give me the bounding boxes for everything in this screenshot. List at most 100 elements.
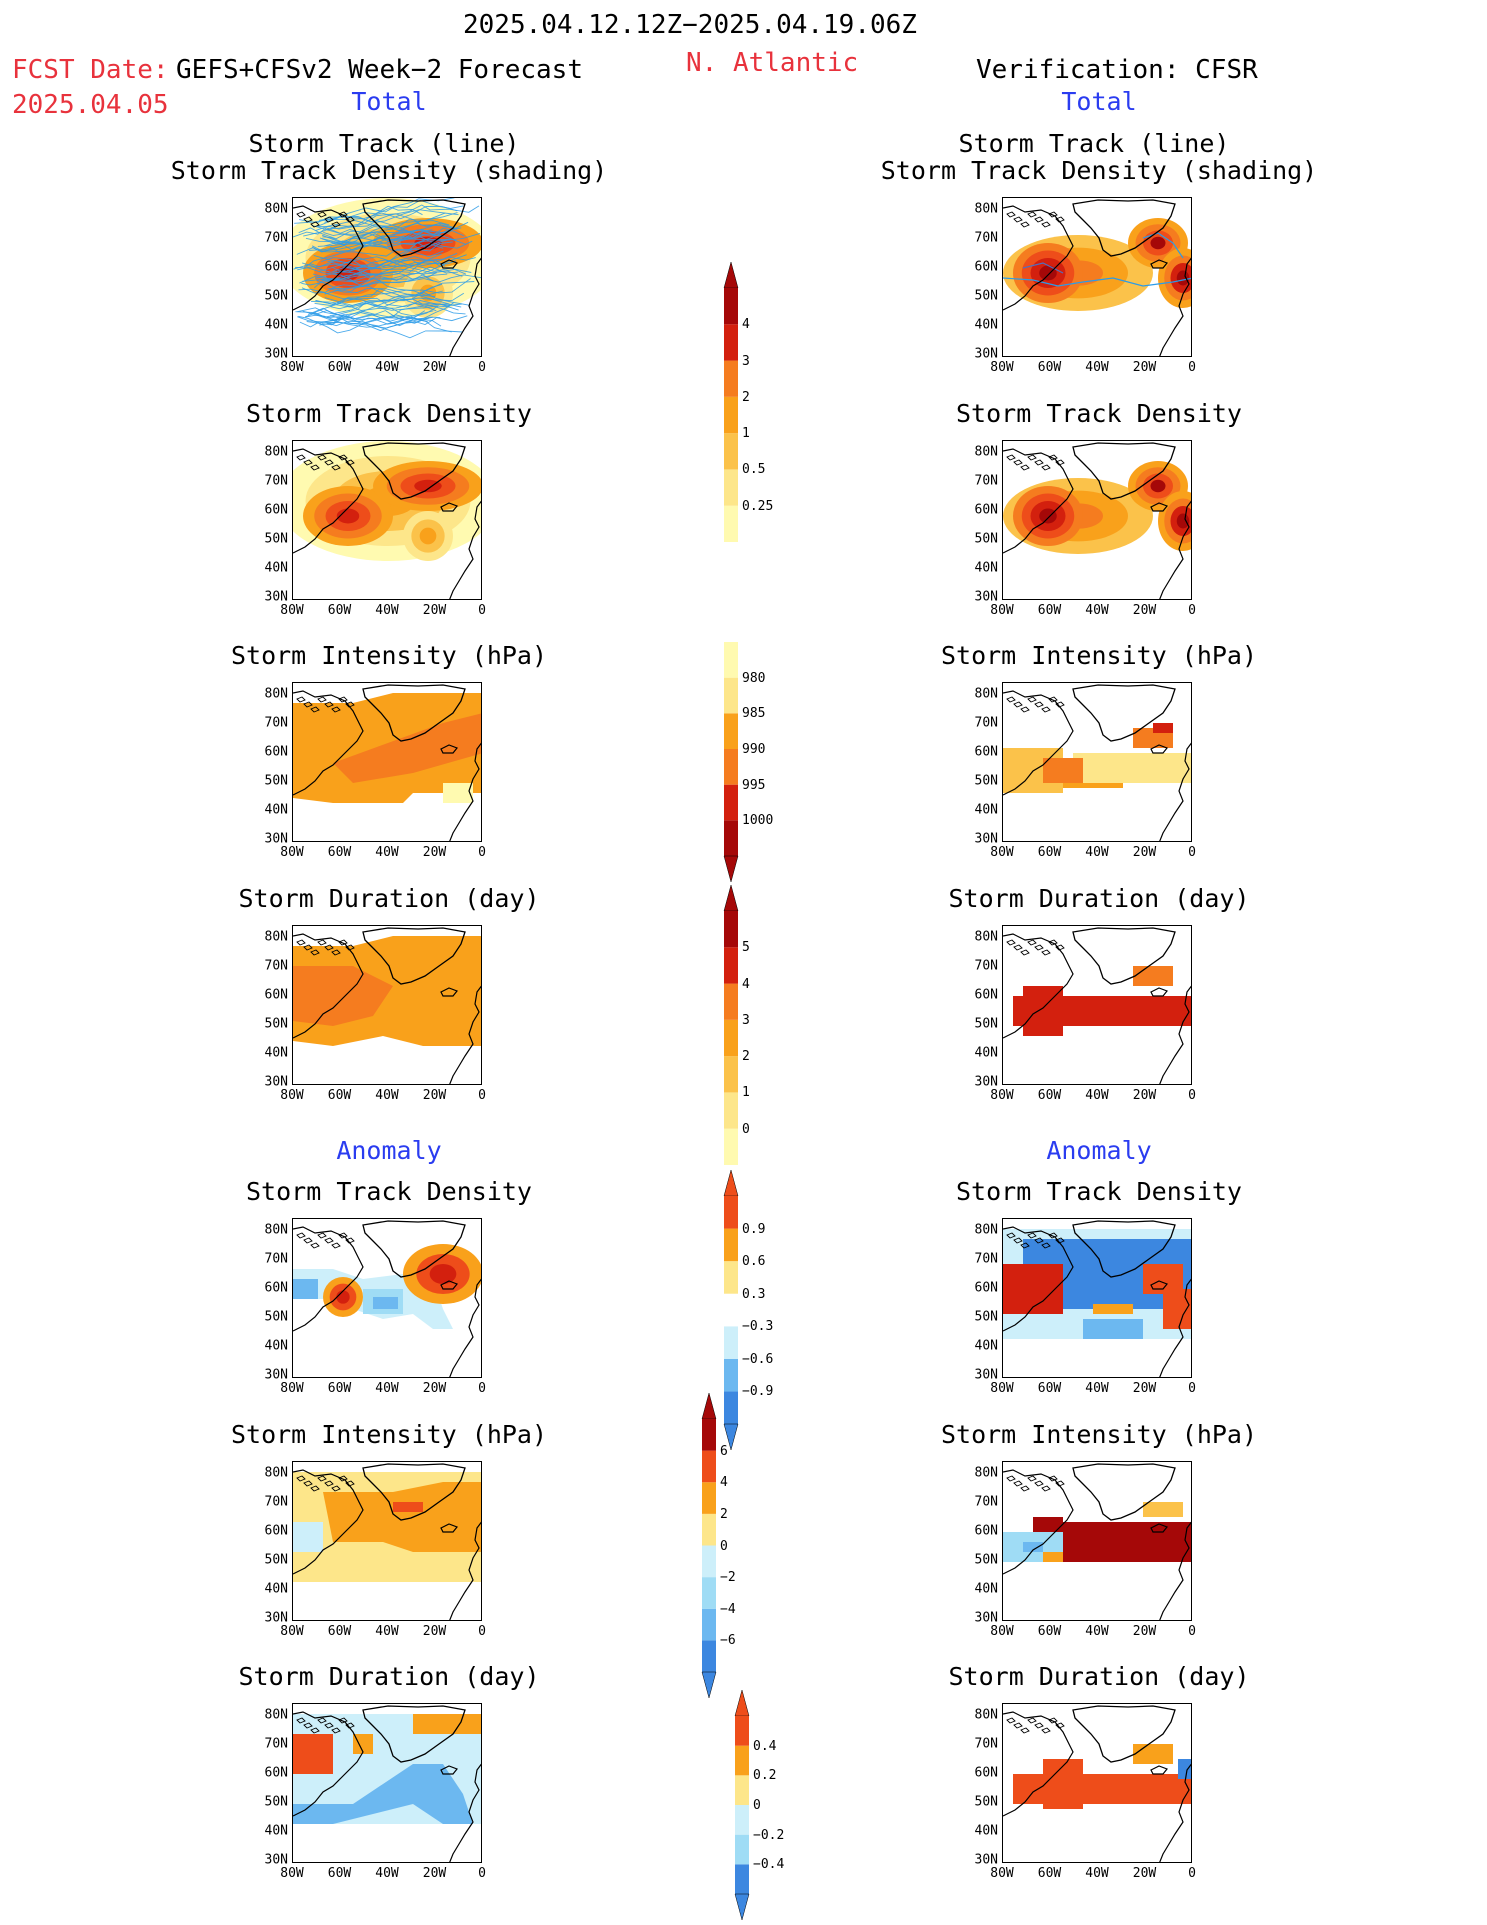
colorbar-label: 1000	[742, 813, 774, 829]
lon-tick-label: 0	[478, 360, 486, 375]
colorbar-label: 4	[742, 317, 750, 333]
map-density-total-verif	[1002, 440, 1192, 600]
colorbar-duration-total	[723, 885, 739, 1165]
lat-tick-label: 70N	[974, 1494, 998, 1510]
colorbar-arrow	[734, 1690, 750, 1717]
colorbar-label: 4	[742, 976, 750, 992]
map-track-total-verif	[1002, 197, 1192, 357]
lat-tick-label: 50N	[974, 1552, 998, 1568]
colorbar-arrow	[723, 1423, 739, 1450]
total-label-left: Total	[351, 87, 427, 116]
lon-tick-label: 40W	[1085, 1866, 1109, 1881]
lon-tick-label: 20W	[1132, 1866, 1157, 1881]
colorbar-label: 2	[742, 389, 750, 405]
colorbar-swatch	[724, 396, 738, 434]
colorbar-label: 1	[742, 426, 750, 442]
lon-tick-label: 60W	[327, 845, 352, 860]
colorbar-swatch	[724, 1019, 738, 1057]
lon-tick-label: 20W	[422, 1088, 447, 1103]
lat-tick-label: 80N	[264, 1222, 288, 1238]
lat-tick-label: 80N	[974, 929, 998, 945]
colorbar-label: 0.9	[742, 1221, 766, 1237]
title-density-total-left: Storm Track Density	[246, 399, 532, 428]
lat-tick-label: 40N	[264, 1581, 288, 1597]
colorbar-label: 4	[720, 1475, 728, 1491]
colorbar-swatch	[724, 784, 738, 821]
lat-tick-label: 30N	[264, 1610, 288, 1626]
colorbar-label: −0.3	[742, 1319, 774, 1335]
lat-tick-label: 50N	[974, 1309, 998, 1325]
title-duration-total-right: Storm Duration (day)	[948, 884, 1250, 913]
title-density-total-right: Storm Track Density	[956, 399, 1242, 428]
lat-tick-label: 30N	[264, 346, 288, 362]
lon-tick-label: 60W	[327, 360, 352, 375]
lon-tick-label: 40W	[375, 1624, 399, 1639]
lon-tick-label: 60W	[1037, 360, 1062, 375]
map-duration-anom-verif	[1002, 1703, 1192, 1863]
title-duration-total-left: Storm Duration (day)	[238, 884, 540, 913]
colorbar-arrow	[723, 855, 739, 882]
colorbar-swatch	[724, 288, 738, 325]
colorbar-arrow	[701, 1393, 717, 1420]
lat-tick-label: 80N	[974, 686, 998, 702]
colorbar-swatch	[702, 1450, 716, 1483]
map-duration-total-forecast	[292, 925, 482, 1085]
lat-tick-label: 30N	[264, 1074, 288, 1090]
lat-tick-label: 30N	[264, 1852, 288, 1868]
colorbar-swatch	[724, 505, 738, 542]
colorbar-label: 1	[742, 1085, 750, 1101]
colorbar-intensity-total	[723, 642, 739, 882]
colorbar-swatch	[724, 469, 738, 506]
map-duration-anom-forecast	[292, 1703, 482, 1863]
colorbar-label: 980	[742, 670, 766, 686]
map-intensity-total-verif	[1002, 682, 1192, 842]
lat-tick-label: 80N	[974, 444, 998, 460]
lat-tick-label: 60N	[974, 1280, 998, 1296]
lat-tick-label: 50N	[264, 1552, 288, 1568]
lon-tick-label: 0	[1188, 845, 1196, 860]
lat-tick-label: 70N	[974, 1736, 998, 1752]
colorbar-label: 0.25	[742, 498, 774, 514]
lat-tick-label: 80N	[974, 1222, 998, 1238]
lon-tick-label: 60W	[1037, 1866, 1062, 1881]
lon-tick-label: 80W	[280, 1088, 304, 1103]
lat-tick-label: 30N	[974, 831, 998, 847]
colorbar-label: 0.6	[742, 1254, 766, 1270]
colorbar-swatch	[724, 983, 738, 1020]
total-label-right: Total	[1061, 87, 1137, 116]
colorbar-swatch	[735, 1805, 749, 1835]
lon-tick-label: 0	[1188, 1381, 1196, 1396]
lat-tick-label: 60N	[264, 1765, 288, 1781]
lon-tick-label: 40W	[375, 1088, 399, 1103]
fcst-model: GEFS+CFSv2 Week−2 Forecast	[176, 55, 583, 85]
lon-tick-label: 40W	[375, 1381, 399, 1396]
lat-tick-label: 40N	[974, 1045, 998, 1061]
colorbar-density-anom	[723, 1170, 739, 1450]
lat-tick-label: 60N	[974, 259, 998, 275]
lon-tick-label: 20W	[1132, 1381, 1157, 1396]
lon-tick-label: 80W	[990, 360, 1014, 375]
colorbar-swatch	[724, 947, 738, 984]
lon-tick-label: 40W	[375, 1866, 399, 1881]
title-density-anom-right: Storm Track Density	[956, 1177, 1242, 1206]
title-track-shading-left: Storm Track Density (shading)	[170, 156, 608, 185]
region-label: N. Atlantic	[686, 48, 859, 78]
lat-tick-label: 50N	[264, 773, 288, 789]
colorbar-label: 985	[742, 706, 766, 722]
lon-tick-label: 20W	[422, 603, 447, 618]
forecast-period: 2025.04.12.12Z−2025.04.19.06Z	[463, 10, 917, 40]
lat-tick-label: 80N	[974, 201, 998, 217]
lat-tick-label: 70N	[974, 230, 998, 246]
lon-tick-label: 40W	[1085, 1381, 1109, 1396]
lon-tick-label: 80W	[990, 845, 1014, 860]
lat-tick-label: 40N	[974, 802, 998, 818]
lon-tick-label: 40W	[375, 845, 399, 860]
lon-tick-label: 40W	[1085, 360, 1109, 375]
lat-tick-label: 70N	[974, 715, 998, 731]
colorbar-swatch	[724, 324, 738, 361]
colorbar-swatch	[724, 820, 738, 856]
colorbar-swatch	[702, 1482, 716, 1514]
lon-tick-label: 20W	[1132, 1624, 1157, 1639]
colorbar-label: −0.4	[753, 1857, 785, 1873]
map-duration-total-verif	[1002, 925, 1192, 1085]
